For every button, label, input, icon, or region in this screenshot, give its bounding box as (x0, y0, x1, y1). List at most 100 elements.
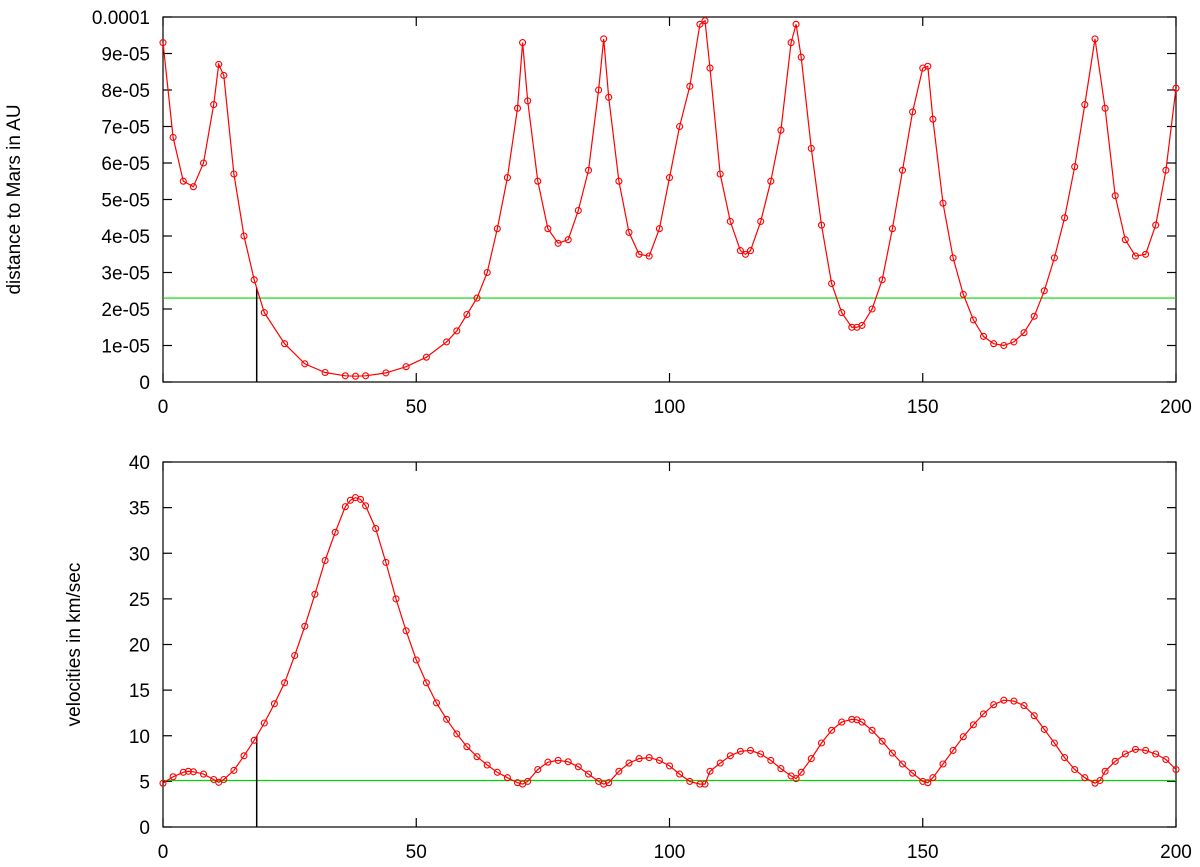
data-point (959, 290, 967, 298)
x-tick-label: 0 (158, 842, 169, 862)
data-point (513, 779, 522, 787)
data-point (422, 679, 430, 687)
data-point (1131, 252, 1140, 260)
data-point (412, 656, 420, 664)
data-point (1142, 746, 1150, 754)
data-point (169, 773, 177, 781)
data-point (1020, 702, 1028, 710)
data-point (1152, 750, 1160, 758)
data-point (817, 221, 826, 229)
data-point (270, 700, 278, 708)
data-point (392, 595, 400, 603)
data-point (321, 368, 329, 377)
plot-frame (162, 461, 1177, 828)
data-point (1040, 725, 1048, 733)
data-point (1172, 84, 1180, 92)
data-point (321, 556, 329, 565)
data-point (463, 743, 471, 751)
series-line (162, 19, 1177, 377)
data-point (757, 217, 765, 225)
y-tick-label: 25 (129, 590, 150, 611)
data-point (600, 780, 608, 788)
data-point (939, 760, 947, 768)
data-point (260, 719, 268, 727)
y-tick-label: 4e-05 (101, 227, 150, 248)
data-point (1020, 329, 1028, 337)
data-point (792, 775, 800, 783)
data-point (443, 715, 451, 723)
data-point (564, 758, 572, 766)
data-point (382, 558, 390, 566)
data-point (184, 767, 192, 775)
data-point (797, 53, 805, 61)
data-point (625, 228, 633, 236)
data-point (686, 777, 694, 785)
data-point (524, 97, 532, 105)
data-point (402, 627, 410, 635)
data-point (939, 199, 947, 207)
y-axis-label: velocities in km/sec (64, 563, 85, 727)
data-point (979, 710, 988, 718)
data-point (625, 759, 633, 767)
data-point (888, 749, 896, 757)
data-point (868, 726, 876, 734)
data-point (1081, 774, 1089, 782)
data-point (635, 755, 643, 763)
data-point (341, 372, 349, 380)
data-point (1131, 745, 1140, 753)
data-point (1010, 338, 1018, 346)
data-point (655, 225, 663, 233)
data-point (726, 752, 734, 760)
data-point (828, 279, 836, 288)
data-point (828, 726, 836, 734)
y-tick-label: 6e-05 (101, 154, 150, 175)
data-point (1111, 757, 1119, 765)
data-point (220, 775, 228, 784)
data-point (169, 133, 177, 141)
data-point (584, 166, 593, 174)
x-tick-label: 0 (158, 397, 169, 418)
y-tick-label: 8e-05 (101, 81, 150, 102)
y-tick-label: 3e-05 (101, 264, 150, 285)
data-point (726, 217, 734, 225)
data-point (969, 721, 977, 729)
data-point (1081, 101, 1089, 109)
y-tick-label: 20 (129, 636, 150, 657)
data-point (665, 762, 674, 770)
data-point (473, 753, 481, 761)
data-point (716, 759, 724, 767)
y-tick-label: 30 (129, 544, 150, 565)
data-point (1121, 236, 1129, 244)
data-point (848, 323, 856, 331)
y-tick-label: 7e-05 (101, 118, 150, 139)
data-point (443, 338, 451, 346)
data-point (189, 768, 197, 776)
data-point (595, 86, 603, 94)
data-point (1061, 214, 1069, 222)
data-point (898, 760, 907, 768)
data-point (746, 247, 755, 255)
x-tick-label: 50 (406, 397, 427, 418)
data-point (503, 774, 511, 782)
data-point (746, 746, 755, 754)
y-tick-label: 15 (129, 681, 150, 702)
data-point (605, 779, 613, 787)
data-point (574, 206, 582, 215)
data-point (701, 17, 709, 25)
data-point (777, 765, 785, 773)
data-point (281, 679, 289, 687)
data-point (990, 701, 998, 709)
data-point (716, 170, 724, 178)
data-point (230, 170, 238, 178)
data-point (1152, 221, 1160, 229)
data-point (655, 756, 663, 764)
y-tick-label: 35 (129, 499, 150, 520)
data-point (159, 39, 167, 47)
data-point (615, 177, 623, 185)
data-point (959, 733, 967, 741)
data-point (250, 276, 258, 284)
data-point (564, 236, 572, 244)
data-point (645, 754, 653, 762)
